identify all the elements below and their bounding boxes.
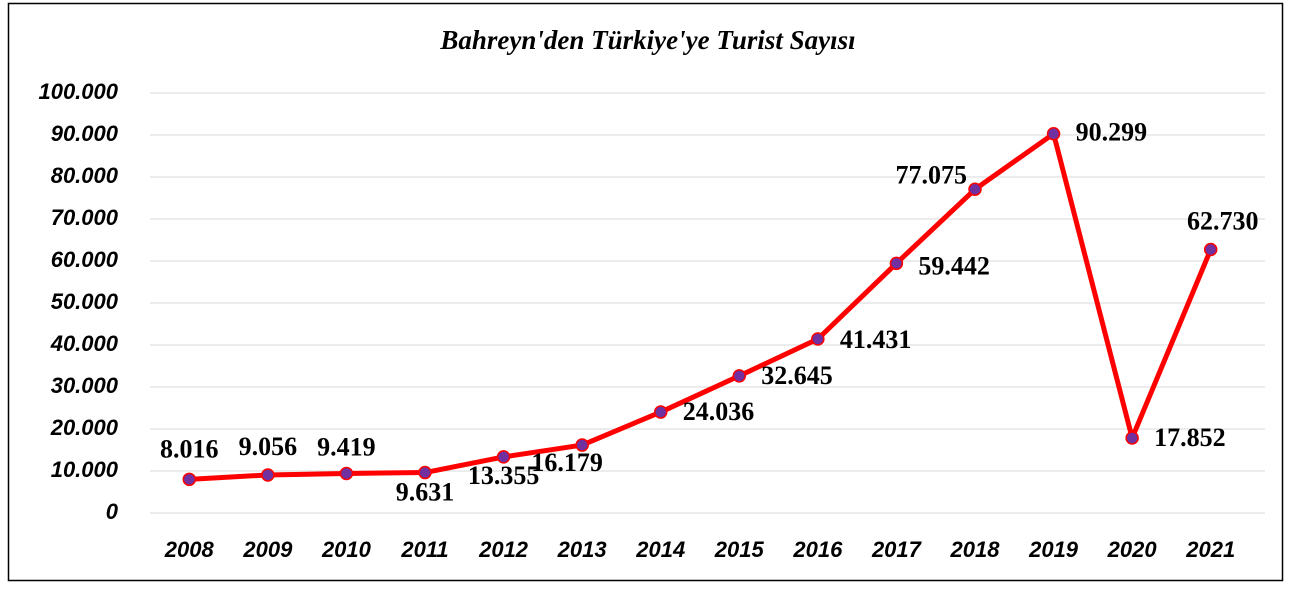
marker bbox=[575, 438, 589, 452]
x-tick-label: 2008 bbox=[164, 537, 215, 562]
x-tick-label: 2011 bbox=[400, 537, 448, 562]
data-label: 32.645 bbox=[761, 361, 833, 390]
y-tick-label: 30.000 bbox=[51, 373, 119, 398]
data-label: 24.036 bbox=[683, 397, 755, 426]
y-tick-label: 70.000 bbox=[51, 205, 119, 230]
marker bbox=[1046, 126, 1061, 141]
y-tick-label: 80.000 bbox=[51, 163, 119, 188]
y-tick-label: 60.000 bbox=[51, 247, 119, 272]
marker bbox=[261, 468, 275, 482]
x-tick-label: 2019 bbox=[1028, 537, 1079, 562]
y-tick-label: 40.000 bbox=[50, 331, 119, 356]
marker bbox=[811, 332, 825, 346]
marker bbox=[968, 182, 982, 197]
y-tick-label: 0 bbox=[106, 499, 119, 524]
y-tick-label: 20.000 bbox=[50, 415, 119, 440]
x-tick-label: 2013 bbox=[557, 537, 607, 562]
data-label: 8.016 bbox=[160, 434, 219, 463]
marker bbox=[339, 466, 354, 481]
x-tick-label: 2017 bbox=[871, 537, 923, 562]
x-tick-label: 2021 bbox=[1185, 537, 1235, 562]
data-label: 9.419 bbox=[317, 432, 376, 461]
data-label: 9.056 bbox=[239, 432, 298, 461]
y-tick-label: 10.000 bbox=[51, 457, 119, 482]
marker bbox=[653, 405, 668, 419]
marker bbox=[496, 450, 511, 464]
marker bbox=[889, 256, 904, 271]
data-label: 41.431 bbox=[840, 325, 912, 354]
marker bbox=[418, 465, 432, 480]
data-label: 59.442 bbox=[918, 251, 990, 280]
chart-frame bbox=[7, 2, 1284, 582]
marker bbox=[182, 472, 197, 487]
y-tick-label: 50.000 bbox=[51, 289, 119, 314]
data-label: 9.631 bbox=[396, 478, 455, 507]
x-tick-label: 2012 bbox=[478, 537, 529, 562]
x-tick-label: 2020 bbox=[1107, 537, 1158, 562]
x-tick-label: 2016 bbox=[792, 537, 843, 562]
data-label: 17.852 bbox=[1154, 423, 1226, 452]
x-tick-label: 2014 bbox=[635, 537, 685, 562]
data-label: 62.730 bbox=[1187, 207, 1259, 236]
x-tick-label: 2018 bbox=[950, 537, 1001, 562]
y-tick-label: 100.000 bbox=[38, 79, 118, 104]
data-label: 16.179 bbox=[531, 448, 603, 477]
marker bbox=[1125, 431, 1139, 445]
data-label: 90.299 bbox=[1076, 118, 1148, 147]
x-tick-label: 2015 bbox=[714, 537, 765, 562]
marker bbox=[1203, 242, 1218, 257]
y-tick-label: 90.000 bbox=[51, 121, 119, 146]
x-tick-label: 2009 bbox=[242, 537, 293, 562]
line bbox=[189, 131, 1214, 482]
data-label: 13.355 bbox=[468, 461, 540, 490]
marker bbox=[732, 369, 747, 383]
chart-title: Bahreyn'den Türkiye'ye Turist Sayısı bbox=[439, 25, 855, 55]
data-label: 77.075 bbox=[896, 160, 968, 189]
x-tick-label: 2010 bbox=[321, 537, 372, 562]
